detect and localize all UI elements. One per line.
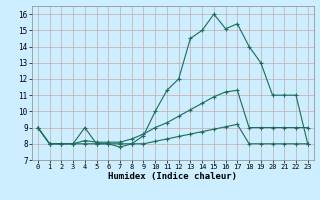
X-axis label: Humidex (Indice chaleur): Humidex (Indice chaleur) [108,172,237,181]
